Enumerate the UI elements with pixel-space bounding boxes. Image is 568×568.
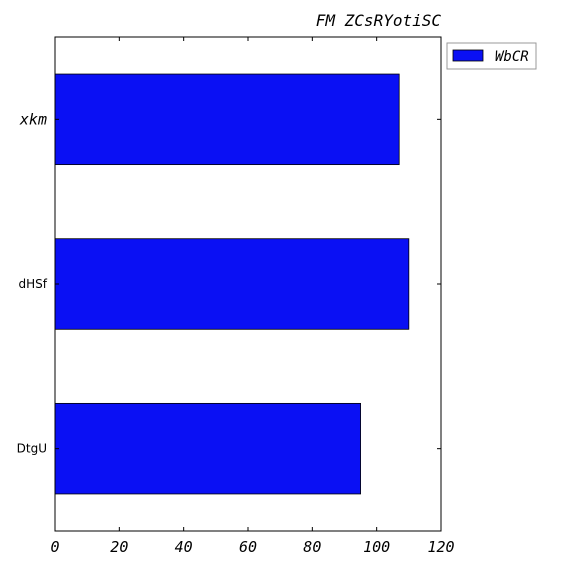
x-tick-label-40: 40 xyxy=(175,538,193,556)
ticks-layer xyxy=(54,37,442,531)
x-tick-labels: 0 20 40 60 80 100 120 xyxy=(50,538,454,556)
category-label-DtgU: DtgU xyxy=(17,442,47,456)
x-tick-label-20: 20 xyxy=(110,538,128,556)
legend-label: WbCR xyxy=(495,49,529,65)
x-tick-label-0: 0 xyxy=(50,538,59,556)
bar-xkm xyxy=(54,73,400,166)
bar-dHSf xyxy=(54,238,410,330)
plot-frame xyxy=(54,36,442,532)
category-labels: xkm dHSf DtgU xyxy=(17,110,48,455)
x-tick-label-100: 100 xyxy=(363,538,390,556)
legend-swatch xyxy=(452,49,484,62)
bars-layer xyxy=(54,73,410,495)
x-tick-label-60: 60 xyxy=(239,538,257,556)
chart-title: FM ZCsRYotiSC xyxy=(316,11,442,30)
bar-DtgU xyxy=(54,402,361,495)
legend: WbCR xyxy=(446,42,537,70)
category-label-dHSf: dHSf xyxy=(19,277,48,291)
category-label-xkm: xkm xyxy=(19,110,47,128)
x-tick-label-80: 80 xyxy=(303,538,321,556)
x-tick-label-120: 120 xyxy=(427,538,454,556)
